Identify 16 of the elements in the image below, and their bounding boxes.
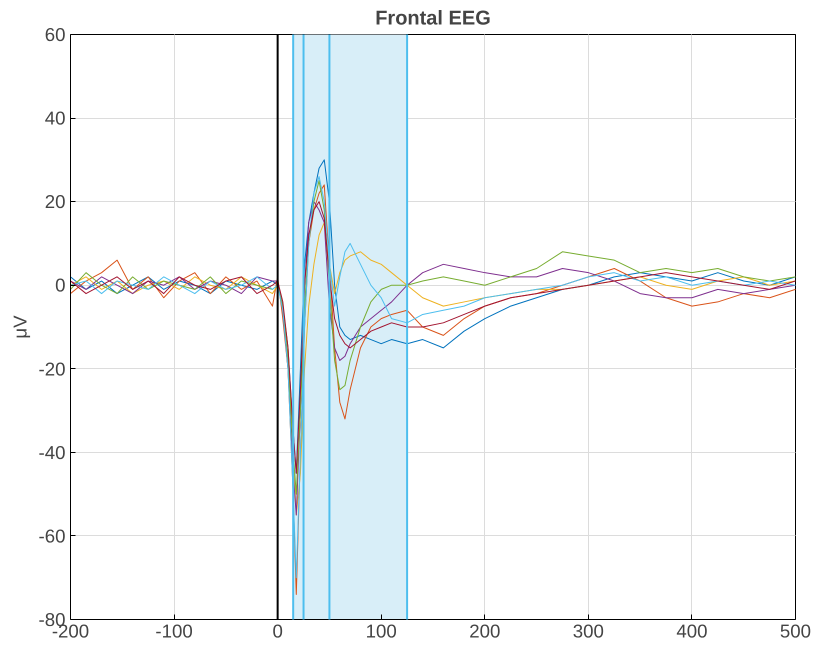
y-tick-label: 60: [44, 24, 66, 45]
y-tick-label: 20: [44, 191, 66, 212]
y-axis-title: μV: [10, 314, 31, 339]
x-tick-label: 300: [572, 620, 604, 642]
x-tick-label: 0: [272, 620, 283, 642]
y-tick-label: -60: [38, 525, 66, 546]
y-tick-label: -20: [38, 358, 66, 380]
y-tick-label: -40: [38, 442, 66, 463]
y-tick-label: 40: [44, 108, 66, 129]
x-tick-label: 400: [676, 620, 708, 642]
x-tick-label: 500: [780, 620, 812, 642]
y-tick-label: 0: [55, 274, 66, 296]
x-tick-label: 100: [366, 620, 397, 642]
chart-title: Frontal EEG: [375, 8, 491, 30]
x-tick-label: -100: [155, 620, 193, 642]
x-tick-label: 200: [469, 620, 500, 642]
